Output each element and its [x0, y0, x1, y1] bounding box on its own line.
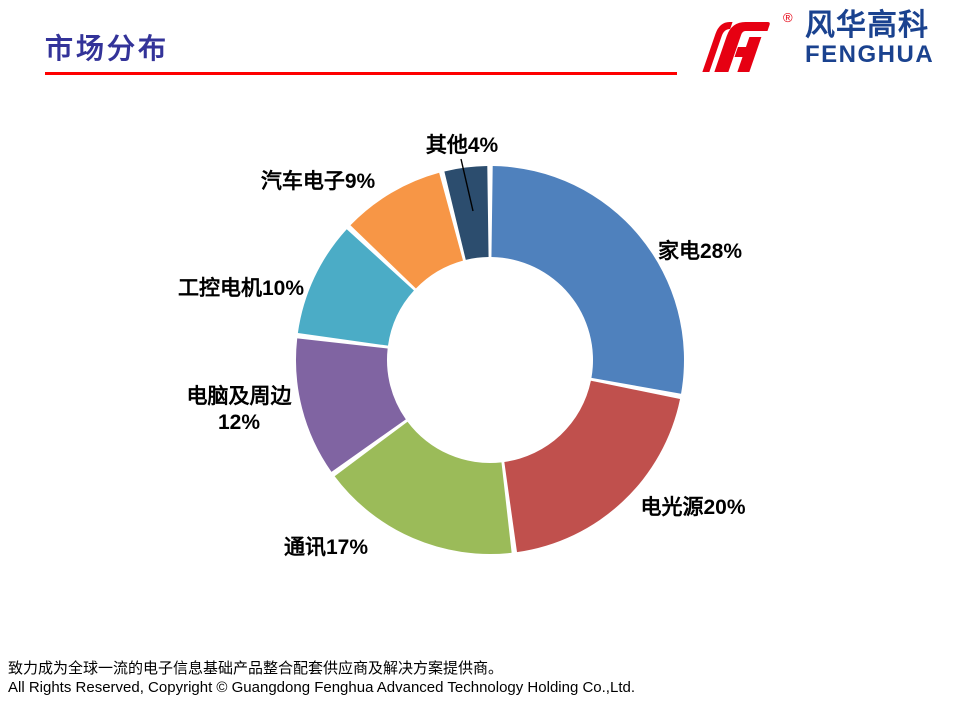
slice-label-jiadian: 家电28% — [657, 240, 743, 263]
title-underline — [45, 72, 677, 75]
brand-name-cn: 风华高科 — [805, 9, 929, 42]
slice-label-qiche: 汽车电子9% — [260, 170, 376, 193]
donut-slice-0 — [491, 166, 684, 394]
footer-slogan: 致力成为全球一流的电子信息基础产品整合配套供应商及解决方案提供商。 — [8, 660, 504, 677]
footer-copyright: All Rights Reserved, Copyright © Guangdo… — [8, 679, 635, 696]
donut-slice-2 — [334, 421, 512, 554]
fenghua-logo-mark-icon: ® — [702, 10, 793, 72]
footer: 致力成为全球一流的电子信息基础产品整合配套供应商及解决方案提供商。 All Ri… — [8, 659, 948, 697]
fenghua-logo: ® 风华高科 FENGHUA — [697, 8, 942, 76]
donut-slice-3 — [296, 338, 406, 472]
slice-label-diannao: 电脑及周边 12% — [186, 385, 292, 434]
slice-label-tongxun: 通讯17% — [283, 536, 369, 559]
slice-label-gongkong: 工控电机10% — [177, 277, 305, 300]
qita-label-leader-line — [460, 158, 474, 212]
page-title: 市场分布 — [45, 34, 170, 65]
brand-name-en: FENGHUA — [805, 41, 935, 68]
slice-label-qita: 其他4% — [425, 134, 499, 157]
donut-slice-6 — [444, 166, 489, 260]
registered-mark: ® — [783, 10, 793, 25]
donut-slice-4 — [297, 229, 414, 346]
donut-slice-1 — [504, 380, 681, 553]
slice-label-dianguangyuan: 电光源20% — [640, 496, 746, 519]
donut-slice-5 — [350, 172, 463, 289]
